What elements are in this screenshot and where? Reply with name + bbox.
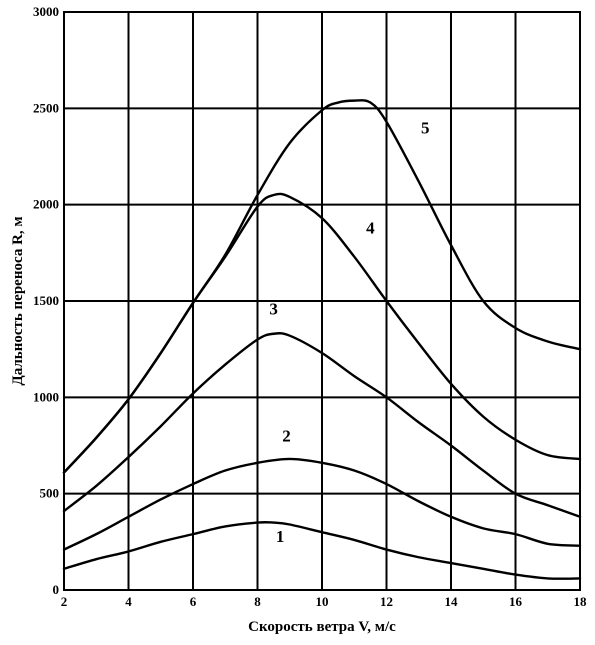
y-tick-label: 2500 — [33, 100, 59, 115]
x-tick-label: 12 — [380, 594, 393, 609]
x-tick-label: 14 — [445, 594, 459, 609]
y-tick-label: 1500 — [33, 293, 59, 308]
x-tick-label: 16 — [509, 594, 523, 609]
y-tick-label: 500 — [40, 486, 60, 501]
series-labels: 1 2 3 4 5 — [269, 118, 429, 545]
series-label-1: 1 — [276, 527, 285, 546]
series-line-3 — [62, 332, 582, 518]
series-line-2 — [62, 457, 582, 551]
series-label-2: 2 — [282, 427, 291, 446]
series-label-4: 4 — [366, 219, 375, 238]
grid — [64, 12, 580, 590]
y-axis-title: Дальность переноса R, м — [10, 216, 26, 385]
y-tick-label: 3000 — [33, 4, 59, 19]
series-line-1 — [62, 520, 582, 580]
x-tick-label: 10 — [316, 594, 329, 609]
x-axis-title: Скорость ветра V, м/с — [248, 619, 396, 635]
x-tick-label: 18 — [574, 594, 588, 609]
series-lines — [62, 99, 582, 580]
x-tick-label: 4 — [125, 594, 132, 609]
x-tick-label: 2 — [61, 594, 68, 609]
x-tick-label: 6 — [190, 594, 197, 609]
x-tick-label: 8 — [254, 594, 261, 609]
series-label-3: 3 — [269, 299, 278, 318]
plot-frame — [63, 11, 581, 591]
y-tick-label: 2000 — [33, 197, 59, 212]
series-line-5 — [62, 99, 582, 474]
y-tick-label: 0 — [53, 582, 60, 597]
y-tick-label: 1000 — [33, 389, 59, 404]
series-label-5: 5 — [421, 118, 430, 137]
